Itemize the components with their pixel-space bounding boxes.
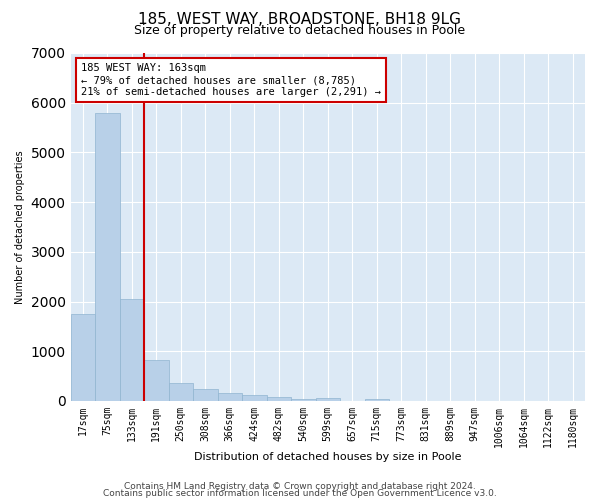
Text: 185, WEST WAY, BROADSTONE, BH18 9LG: 185, WEST WAY, BROADSTONE, BH18 9LG: [139, 12, 461, 28]
Bar: [119, 299, 144, 401]
Bar: [169, 382, 193, 401]
Bar: [316, 398, 340, 401]
Bar: [291, 400, 316, 401]
Text: Size of property relative to detached houses in Poole: Size of property relative to detached ho…: [134, 24, 466, 37]
X-axis label: Distribution of detached houses by size in Poole: Distribution of detached houses by size …: [194, 452, 461, 462]
Text: Contains HM Land Registry data © Crown copyright and database right 2024.: Contains HM Land Registry data © Crown c…: [124, 482, 476, 491]
Text: Contains public sector information licensed under the Open Government Licence v3: Contains public sector information licen…: [103, 489, 497, 498]
Bar: [71, 314, 95, 401]
Bar: [95, 112, 119, 401]
Y-axis label: Number of detached properties: Number of detached properties: [15, 150, 25, 304]
Bar: [266, 397, 291, 401]
Bar: [365, 400, 389, 401]
Bar: [193, 389, 218, 401]
Bar: [242, 394, 266, 401]
Bar: [144, 360, 169, 401]
Text: 185 WEST WAY: 163sqm
← 79% of detached houses are smaller (8,785)
21% of semi-de: 185 WEST WAY: 163sqm ← 79% of detached h…: [81, 64, 381, 96]
Bar: [218, 394, 242, 401]
